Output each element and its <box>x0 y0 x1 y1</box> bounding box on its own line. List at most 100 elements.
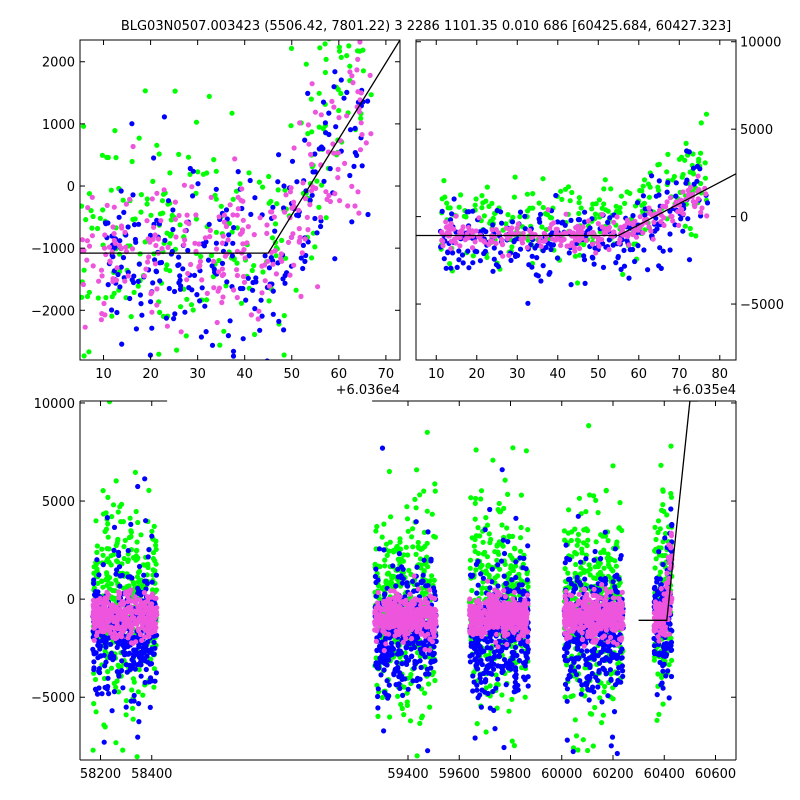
data-point-green <box>509 533 516 540</box>
data-point-pink <box>337 198 343 204</box>
data-point-green <box>472 500 478 506</box>
data-point-blue <box>654 226 660 232</box>
data-point-blue <box>400 692 406 699</box>
data-point-pink <box>221 212 228 218</box>
data-point-blue <box>497 638 503 644</box>
data-point-blue <box>101 739 107 745</box>
data-point-blue <box>129 657 135 663</box>
data-point-pink <box>290 231 296 237</box>
data-point-blue <box>473 656 479 662</box>
data-point-green <box>140 692 146 698</box>
data-point-blue <box>170 207 176 213</box>
data-point-green <box>368 92 374 98</box>
data-point-blue <box>230 240 236 246</box>
data-point-blue <box>573 585 579 592</box>
data-point-pink <box>515 221 521 227</box>
data-point-green <box>274 201 280 207</box>
data-point-green <box>303 61 309 67</box>
data-point-blue <box>659 680 665 686</box>
data-point-pink <box>453 240 459 246</box>
data-point-blue <box>451 196 457 202</box>
data-point-blue <box>138 673 144 679</box>
data-point-blue <box>587 664 593 671</box>
data-point-blue <box>119 668 125 674</box>
data-point-green <box>668 635 674 641</box>
data-point-blue <box>270 204 276 210</box>
data-point-blue <box>147 661 153 667</box>
data-point-pink <box>541 230 547 236</box>
data-point-pink <box>262 278 268 284</box>
data-point-blue <box>154 217 160 223</box>
data-point-green <box>505 491 511 497</box>
data-point-pink <box>650 236 656 242</box>
data-point-blue <box>472 640 478 646</box>
data-point-green <box>579 546 585 552</box>
data-point-pink <box>278 251 284 257</box>
data-point-green <box>86 289 92 295</box>
data-point-pink <box>363 140 369 146</box>
data-point-blue <box>411 665 417 671</box>
data-point-green <box>113 740 119 746</box>
data-point-pink <box>457 243 463 249</box>
data-point-blue <box>211 266 217 272</box>
data-point-blue <box>600 642 606 648</box>
data-point-green <box>358 115 364 121</box>
data-point-green <box>105 521 111 527</box>
data-point-blue <box>456 248 462 254</box>
data-point-green <box>587 711 594 717</box>
data-point-green <box>478 488 485 494</box>
data-point-blue <box>477 675 483 681</box>
data-point-pink <box>107 259 113 265</box>
data-point-blue <box>580 652 587 659</box>
data-point-pink <box>439 229 445 235</box>
data-point-blue <box>564 650 570 656</box>
data-point-pink <box>111 204 117 210</box>
data-point-green <box>622 200 628 206</box>
data-point-pink <box>239 227 246 233</box>
data-point-green <box>116 689 122 695</box>
data-point-green <box>473 447 479 453</box>
data-point-green <box>502 477 508 483</box>
data-point-blue <box>596 669 602 675</box>
data-point-pink <box>648 212 655 218</box>
data-point-blue <box>91 665 97 671</box>
data-point-blue <box>654 592 660 598</box>
data-point-green <box>693 233 699 239</box>
data-point-blue <box>510 654 516 660</box>
data-point-green <box>624 189 630 195</box>
data-point-blue <box>163 315 169 321</box>
data-point-green <box>651 657 658 663</box>
data-point-green <box>620 271 626 277</box>
data-point-blue <box>466 265 472 271</box>
data-point-blue <box>578 559 584 565</box>
data-point-pink <box>580 224 586 230</box>
model-line <box>416 173 736 237</box>
data-point-pink <box>585 218 592 224</box>
data-point-pink <box>302 236 308 242</box>
data-point-green <box>275 187 281 193</box>
data-point-blue <box>522 226 528 232</box>
data-point-pink <box>448 221 454 227</box>
data-point-pink <box>105 592 112 598</box>
data-point-green <box>487 540 493 546</box>
data-point-blue <box>509 662 515 668</box>
data-point-green <box>150 556 156 562</box>
data-point-blue <box>582 280 588 286</box>
data-point-blue <box>568 580 574 587</box>
data-point-pink <box>102 232 108 238</box>
data-point-blue <box>135 278 141 284</box>
data-point-pink <box>356 109 362 115</box>
data-point-blue <box>598 556 604 562</box>
data-point-green <box>479 193 485 199</box>
data-point-blue <box>433 638 439 645</box>
data-point-pink <box>528 234 535 241</box>
data-point-blue <box>230 348 237 354</box>
data-point-pink <box>244 240 250 246</box>
data-point-blue <box>393 583 399 589</box>
data-point-green <box>120 747 126 753</box>
data-point-blue <box>615 670 621 676</box>
data-point-blue <box>498 209 504 215</box>
data-point-blue <box>678 216 684 222</box>
data-point-blue <box>500 537 506 543</box>
